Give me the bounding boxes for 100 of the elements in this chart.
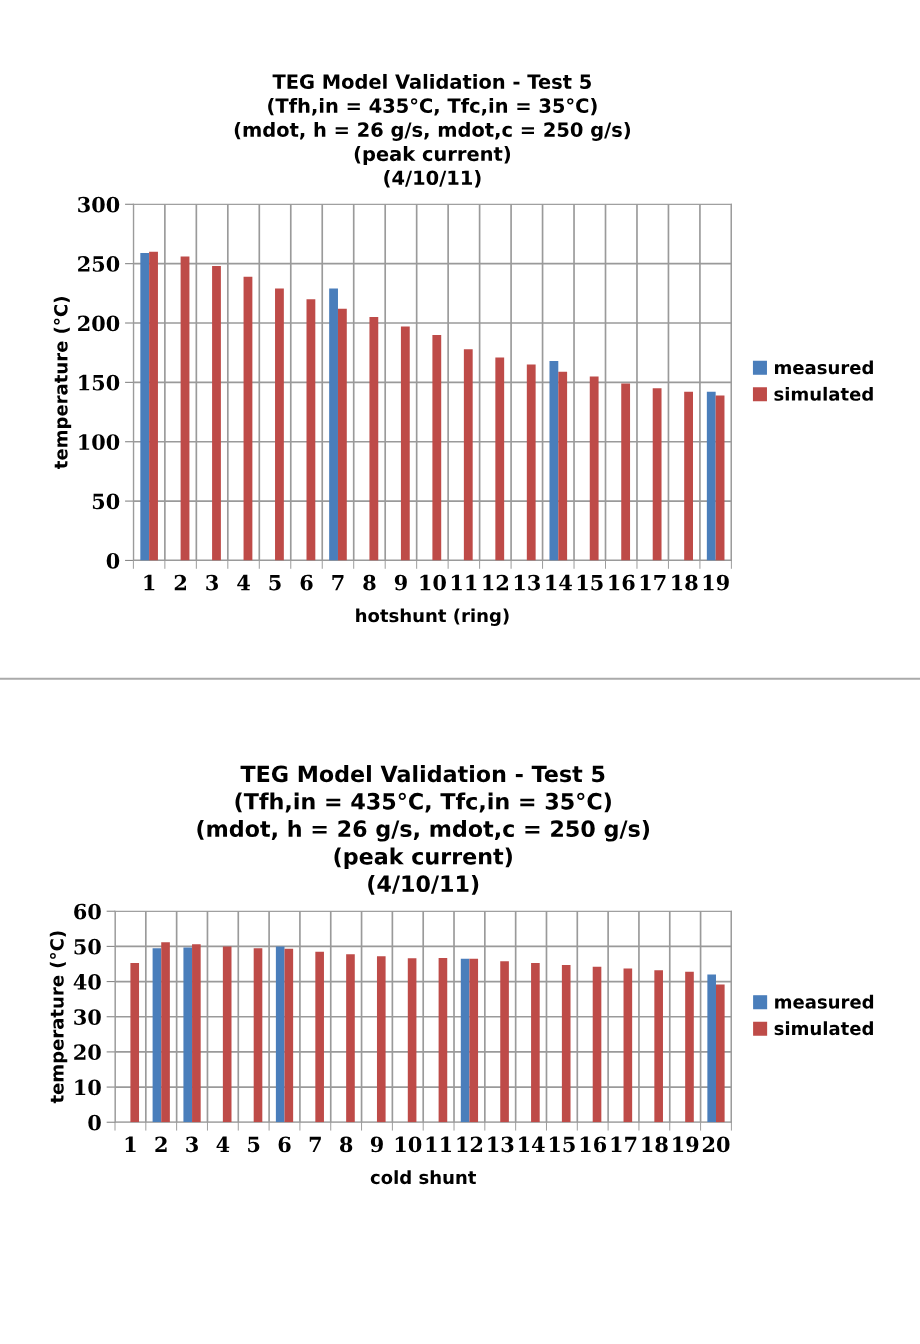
bar — [369, 317, 379, 561]
bar — [592, 966, 602, 1123]
x-tick-label: 5 — [248, 1136, 260, 1153]
x-tick-label: 9 — [370, 1136, 383, 1153]
bar — [284, 948, 294, 1123]
x-axis-title: cold shunt — [370, 1170, 477, 1185]
bar — [469, 958, 479, 1123]
x-tick-label: 10 — [420, 574, 446, 591]
x-tick-label: 9 — [394, 574, 407, 591]
bar — [152, 948, 162, 1123]
bar — [621, 383, 631, 561]
x-tick-label: 13 — [514, 574, 540, 591]
x-tick-label: 18 — [642, 1136, 668, 1153]
bar — [376, 956, 386, 1123]
x-tick-label: 3 — [186, 1136, 198, 1153]
bar — [706, 391, 716, 561]
bar — [531, 962, 540, 1123]
x-tick-label: 6 — [278, 1136, 291, 1153]
y-tick-label: 300 — [78, 196, 120, 213]
bar — [222, 946, 232, 1123]
bar — [623, 968, 633, 1123]
legend-label: simulated — [774, 386, 873, 401]
x-tick-label: 5 — [269, 574, 281, 591]
x-tick-label: 17 — [611, 1136, 637, 1152]
bar — [275, 288, 284, 561]
x-tick-label: 11 — [426, 1136, 452, 1152]
x-tick-label: 15 — [549, 1136, 575, 1153]
bar — [337, 308, 347, 561]
bar — [558, 371, 568, 561]
bar — [212, 266, 221, 561]
x-tick-label: 11 — [451, 574, 477, 591]
bar — [243, 276, 253, 561]
bar — [400, 326, 410, 561]
bar — [130, 962, 140, 1123]
bar — [253, 948, 263, 1123]
bar — [275, 946, 285, 1123]
y-tick-label: 0 — [88, 1114, 101, 1131]
bar — [500, 961, 509, 1123]
bar — [346, 954, 355, 1123]
bar — [463, 349, 473, 561]
chart-title: TEG Model Validation - Test 5 (Tfh,in = 435°C, Tfc,in = 35°C) (mdot, h = 26 g/s, mdot,c = 250 g/s) (peak current) (4/10/11) — [197, 765, 650, 895]
x-tick-label: 14 — [519, 1136, 545, 1152]
x-tick-label: 2 — [174, 574, 186, 591]
y-tick-label: 40 — [73, 974, 101, 990]
x-tick-label: 12 — [483, 574, 508, 591]
bar — [707, 974, 716, 1123]
bar — [549, 361, 559, 561]
bar — [460, 958, 470, 1123]
bar — [715, 984, 725, 1123]
bar — [495, 357, 505, 561]
bar — [715, 395, 725, 561]
y-tick-label: 30 — [74, 1009, 101, 1025]
x-tick-label: 2 — [155, 1136, 167, 1152]
x-tick-label: 12 — [457, 1136, 483, 1152]
y-tick-label: 10 — [75, 1079, 101, 1096]
x-tick-label: 1 — [125, 1136, 136, 1152]
x-tick-label: 16 — [580, 1136, 607, 1153]
x-tick-label: 15 — [577, 574, 603, 591]
bar — [192, 944, 201, 1123]
x-tick-label: 3 — [206, 574, 218, 591]
bar — [407, 958, 417, 1123]
chart-title: TEG Model Validation - Test 5 (Tfh,in = 435°C, Tfc,in = 35°C) (mdot, h = 26 g/s, mdot,c = 250 g/s) (peak current) (4/10/11) — [234, 73, 630, 188]
bar — [140, 252, 150, 561]
x-tick-label: 19 — [703, 574, 729, 591]
y-tick-label: 200 — [78, 315, 120, 332]
x-tick-label: 8 — [363, 574, 376, 591]
y-axis-title: temperature (°C) — [53, 297, 72, 469]
y-tick-label: 0 — [106, 552, 120, 569]
x-tick-label: 4 — [237, 574, 250, 591]
y-tick-label: 250 — [78, 256, 120, 272]
x-tick-label: 13 — [488, 1136, 514, 1153]
y-tick-label: 60 — [74, 903, 101, 920]
y-tick-label: 50 — [74, 938, 101, 955]
y-tick-label: 50 — [92, 493, 120, 510]
x-tick-label: 4 — [216, 1136, 230, 1152]
bar — [180, 256, 190, 561]
legend-label: measured — [775, 994, 874, 1009]
legend-label: simulated — [774, 1021, 873, 1036]
bar — [149, 251, 158, 561]
bar — [306, 299, 316, 561]
bar — [561, 965, 571, 1123]
y-tick-label: 100 — [79, 434, 120, 450]
y-tick-label: 150 — [79, 374, 120, 391]
bar — [652, 388, 662, 561]
bar — [315, 951, 324, 1123]
bar — [438, 958, 448, 1123]
x-axis-title: hotshunt (ring) — [356, 608, 509, 626]
bar — [183, 947, 193, 1123]
bar — [654, 970, 663, 1123]
x-tick-label: 16 — [609, 574, 635, 591]
y-tick-label: 20 — [74, 1044, 101, 1061]
x-tick-label: 14 — [546, 574, 572, 591]
bar — [432, 334, 442, 561]
x-tick-label: 6 — [300, 574, 313, 591]
x-tick-label: 18 — [672, 574, 698, 591]
x-tick-label: 19 — [673, 1136, 699, 1153]
legend-label: measured — [774, 360, 873, 375]
bar — [161, 942, 170, 1123]
bar — [526, 364, 536, 561]
y-axis-title: temperature (°C) — [49, 931, 68, 1104]
